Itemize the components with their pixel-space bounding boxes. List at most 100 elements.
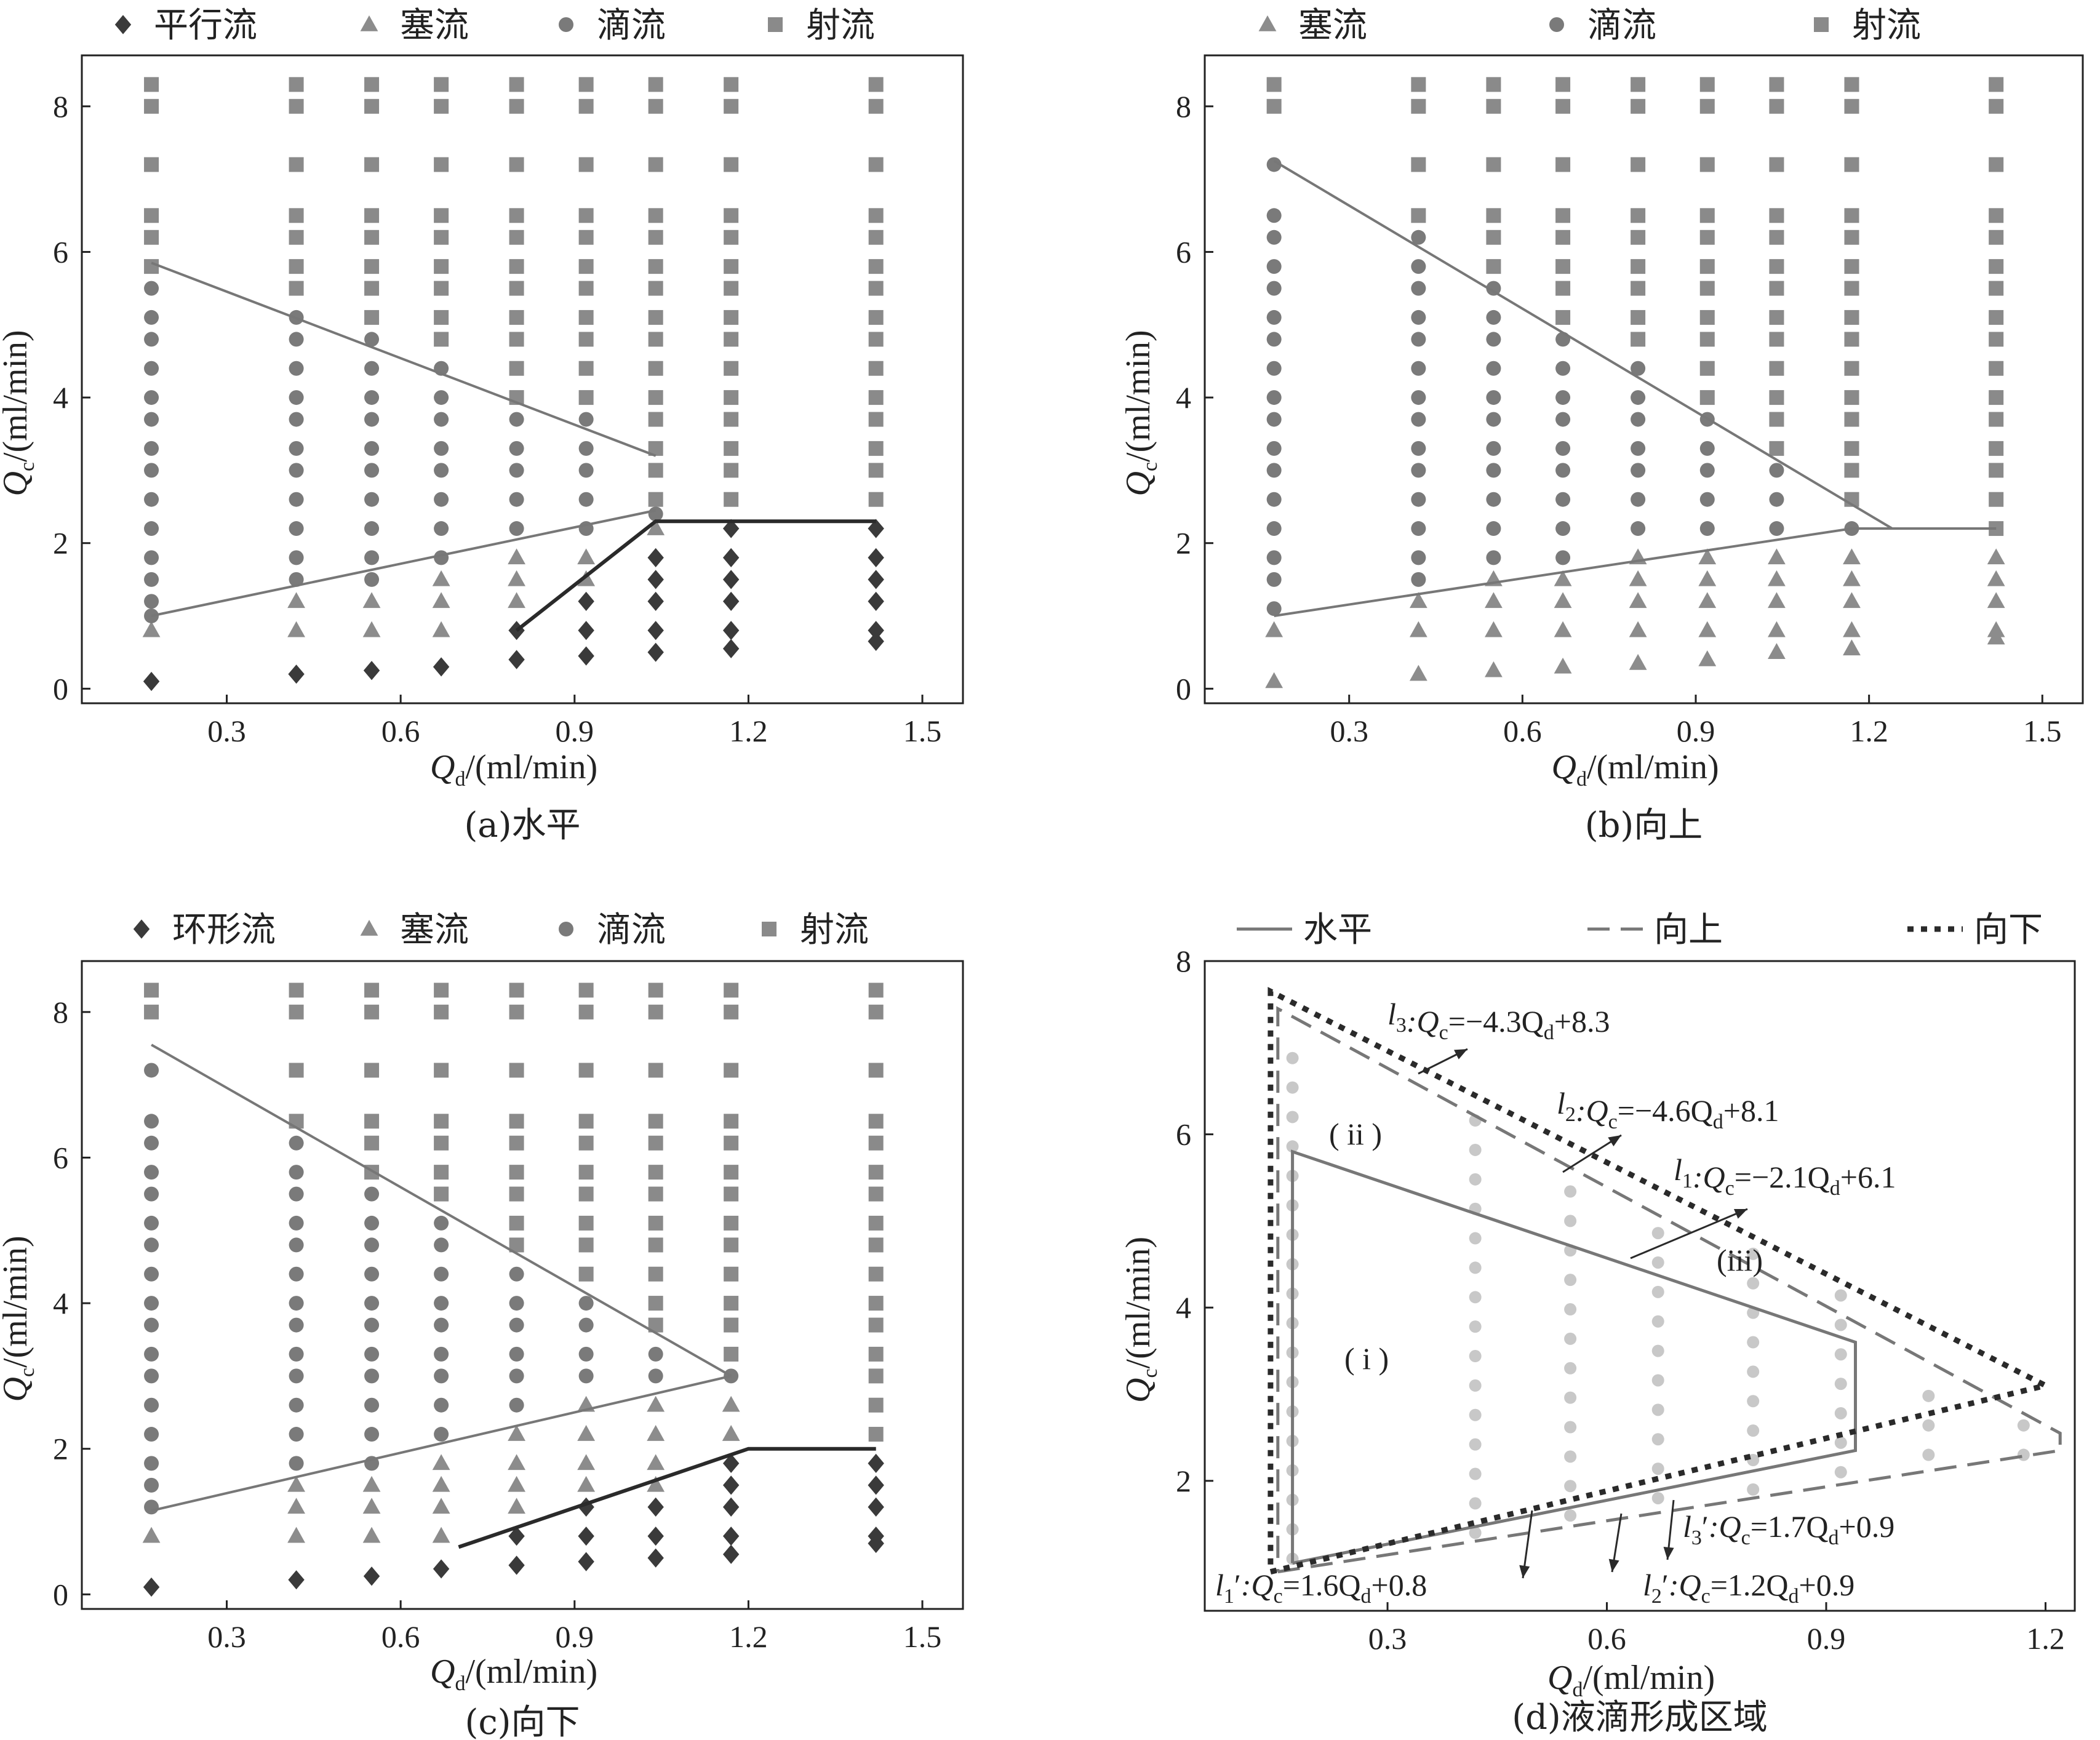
droplet-point [1564,1391,1577,1404]
triangle-point [1409,621,1427,637]
square-point [289,98,304,114]
legend-diamond-marker [114,15,132,34]
circle-point [1266,572,1282,587]
circle-point [578,1317,594,1333]
triangle-point [508,548,525,565]
square-point [724,332,739,347]
diamond-point [288,1570,305,1590]
square-point [434,77,449,92]
droplet-point [1651,1433,1664,1446]
droplet-point [1834,1436,1847,1449]
annotation-arrow [1630,1208,1748,1259]
circle-point [289,463,304,478]
square-point [578,983,594,998]
y-tick-label: 2 [1176,526,1191,561]
circle-point [509,1296,524,1311]
square-point [648,259,663,274]
circle-point [1555,521,1571,537]
circle-point [364,361,380,376]
circle-point [1555,441,1571,456]
square-point [578,281,594,296]
square-point [509,361,524,376]
triangle-point [1265,621,1284,637]
x-axis-label: Qd/(ml/min) [430,1653,597,1695]
square-point [289,1063,304,1078]
square-point [868,1397,884,1413]
droplet-point [1469,1438,1482,1451]
legend-triangle-marker [1258,15,1277,31]
circle-point [1411,332,1426,347]
square-point [724,1346,739,1362]
regime-boundary-line [151,1375,732,1512]
droplet-point [1286,1140,1299,1153]
y-tick-label: 6 [1176,1117,1191,1152]
square-point [578,1215,594,1231]
y-axis-label-text: Qc/(ml/min) [0,330,39,496]
circle-point [1486,281,1501,296]
droplet-point [1564,1362,1577,1375]
regime-boundary-dark [515,519,876,633]
square-point [509,1186,524,1202]
circle-point [1486,492,1501,507]
circle-point [434,521,449,537]
triangle-point [1629,592,1647,609]
circle-point [1486,463,1501,478]
droplet-point [1469,1497,1482,1510]
circle-point [1486,521,1501,537]
square-point [289,157,304,172]
triangle-point [362,1475,381,1492]
square-point [364,77,380,92]
circle-point [509,463,524,478]
square-point [364,157,380,172]
circle-point [509,492,524,507]
square-point [868,1296,884,1311]
triangle-point [1987,570,2005,586]
circle-point [434,441,449,456]
square-point [868,390,884,405]
annotation-l3p: l3′:Qc=1.7Qd+0.9 [1683,1509,1894,1549]
droplet-point [1469,1350,1482,1363]
y-tick-label: 6 [53,234,68,269]
square-point [724,390,739,405]
square-point [868,1346,884,1362]
triangle-point [508,570,525,586]
square-point [509,332,524,347]
circle-point [144,1346,159,1362]
triangle-point [1987,621,2005,637]
square-point [648,412,663,427]
plot-frame [81,960,964,1610]
plot-frame [81,54,964,704]
circle-point [1555,492,1571,507]
diamond-point [868,631,884,652]
triangle-point [287,1475,305,1492]
square-point [578,332,594,347]
x-tick-label: 0.3 [1368,1621,1407,1656]
droplet-point [1651,1374,1664,1387]
square-point [578,1135,594,1151]
circle-point [509,412,524,427]
circle-point [289,1165,304,1180]
square-point [578,208,594,223]
triangle-point [142,621,161,637]
annotation-arrowhead [1454,1049,1467,1060]
circle-point [144,1063,159,1078]
y-axis-label-text: Qc/(ml/min) [0,1235,39,1402]
droplet-point [1834,1407,1847,1419]
triangle-point [287,592,305,609]
droplet-point [1922,1419,1935,1432]
circle-point [364,1296,380,1311]
square-point [1844,361,1859,376]
legend-label: 射流 [806,6,875,46]
triangle-point [1698,621,1717,637]
diamond-point [433,657,450,677]
circle-point [364,1266,380,1282]
region-dotted-boundary [1268,986,2054,1574]
legend-circle-marker [559,922,573,936]
diamond-point [363,1566,380,1586]
circle-point [578,492,594,507]
circle-point [434,1317,449,1333]
square-point [434,208,449,223]
square-point [1989,390,2004,405]
diamond-point [647,591,664,611]
square-point [434,157,449,172]
